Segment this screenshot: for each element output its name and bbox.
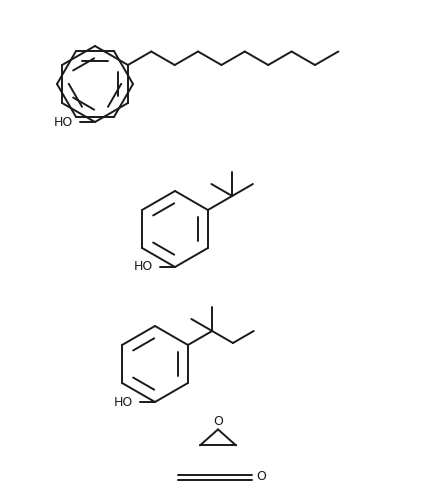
- Text: O: O: [256, 471, 266, 484]
- Text: HO: HO: [134, 260, 153, 273]
- Text: HO: HO: [54, 115, 73, 129]
- Text: HO: HO: [114, 396, 133, 409]
- Text: O: O: [213, 415, 223, 428]
